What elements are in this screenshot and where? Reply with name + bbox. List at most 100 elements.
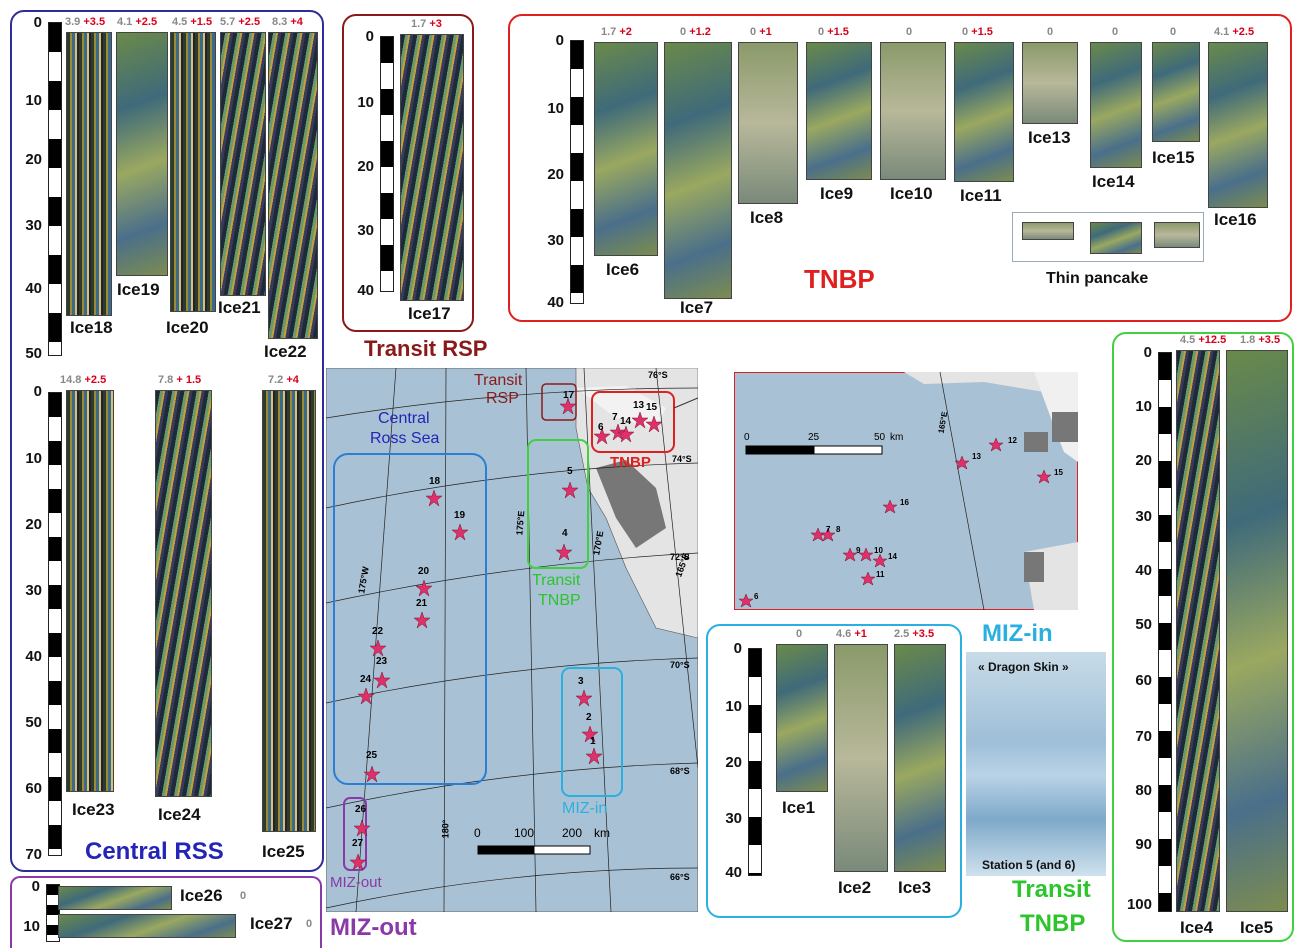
station-label: 27	[352, 838, 364, 849]
lat-label: 66°S	[670, 872, 690, 882]
tick: 70	[25, 846, 42, 863]
core-header: 0 +1.5	[962, 26, 993, 38]
thin-pancake-sample	[1022, 222, 1074, 240]
tick: 0	[365, 28, 374, 45]
core-header: 4.1 +2.5	[1214, 26, 1255, 38]
station-label: 4	[562, 528, 568, 539]
tick: 50	[25, 714, 42, 731]
station-label: 25	[366, 750, 378, 761]
core-label-ice9: Ice9	[820, 184, 854, 203]
core-ice20	[170, 32, 216, 312]
lat-label: 76°S	[648, 370, 668, 380]
core-ice15	[1152, 42, 1200, 142]
station-label: 22	[372, 626, 384, 637]
station-label: 20	[418, 566, 430, 577]
core-header: 0 +1.5	[818, 26, 849, 38]
inset-scale-label: km	[890, 432, 904, 443]
core-label-ice2: Ice2	[838, 878, 872, 897]
core-label-ice26: Ice26	[180, 886, 223, 905]
core-label-ice25: Ice25	[262, 842, 305, 861]
map-label: RSP	[486, 390, 519, 407]
core-label-ice8: Ice8	[750, 208, 784, 227]
tick: 40	[725, 864, 742, 881]
transit-tnbp-scalebar	[1158, 352, 1172, 912]
map-label: Transit	[532, 572, 581, 589]
inset-station: 15	[1054, 468, 1063, 477]
core-header: 0	[240, 890, 247, 902]
core-ice19	[116, 32, 168, 276]
tick: 30	[25, 582, 42, 599]
core-header: 7.8 + 1.5	[158, 374, 202, 386]
inset-station: 7	[826, 525, 831, 534]
lon-label: 180°	[440, 819, 451, 839]
core-label-ice3: Ice3	[898, 878, 932, 897]
core-ice7	[664, 42, 732, 299]
inset-station: 13	[972, 452, 981, 461]
station-label: 17	[563, 390, 575, 401]
core-ice17	[400, 34, 464, 301]
core-header: 0	[906, 26, 913, 38]
core-ice22	[268, 32, 318, 339]
tick: 0	[733, 640, 742, 657]
dragon-skin-photo	[966, 652, 1106, 876]
map-label: Ross Sea	[370, 430, 440, 447]
tick: 20	[1135, 452, 1152, 469]
tick: 50	[25, 345, 42, 362]
lat-label: 72°S	[670, 552, 690, 562]
station-label: 6	[598, 422, 604, 433]
core-ice3	[894, 644, 946, 872]
transit-tnbp-label-2: TNBP	[1020, 910, 1086, 937]
core-header: 0	[1112, 26, 1119, 38]
tick: 80	[1135, 782, 1152, 799]
map-scale-label: 100	[514, 826, 535, 840]
ross-sea-map	[326, 368, 698, 912]
photo-title: « Dragon Skin »	[978, 660, 1069, 674]
tnbp-scalebar	[570, 40, 584, 304]
map-scale-label: 200	[562, 826, 583, 840]
thin-pancake-box	[1012, 212, 1204, 262]
core-header: 4.6 +1	[836, 628, 867, 640]
tick: 40	[357, 282, 374, 299]
core-header: 4.5 +1.5	[172, 16, 213, 28]
inset-station: 14	[888, 552, 897, 561]
core-label-ice18: Ice18	[70, 318, 113, 337]
tick: 0	[31, 878, 40, 895]
map-scale-label: 0	[474, 826, 481, 840]
station-label: 19	[454, 510, 466, 521]
core-header: 1.7 +2	[601, 26, 632, 38]
core-ice23	[66, 390, 114, 792]
tick: 10	[1135, 398, 1152, 415]
core-label-ice21: Ice21	[218, 298, 261, 317]
lat-label: 68°S	[670, 766, 690, 776]
map-label: MIZ-out	[330, 874, 382, 891]
central-rss-label: Central RSS	[85, 838, 224, 865]
inset-scale-label: 50	[874, 432, 886, 443]
central-rss-box	[10, 10, 324, 872]
map-label: TNBP	[538, 592, 581, 609]
inset-station: 8	[836, 525, 841, 534]
tnbp-inset-map	[734, 372, 1078, 610]
map-label: Central	[378, 410, 430, 427]
core-header: 7.2 +4	[268, 374, 299, 386]
tick: 40	[547, 294, 564, 311]
tick: 20	[25, 516, 42, 533]
miz-out-box	[10, 876, 322, 948]
tick: 0	[1143, 344, 1152, 361]
core-label-ice13: Ice13	[1028, 128, 1071, 147]
core-label-ice20: Ice20	[166, 318, 209, 337]
station-label: 7	[612, 412, 618, 423]
tick: 30	[547, 232, 564, 249]
core-header: 8.3 +4	[272, 16, 303, 28]
station-label: 2	[586, 712, 592, 723]
tick: 40	[25, 280, 42, 297]
tick: 10	[25, 450, 42, 467]
tick: 30	[357, 222, 374, 239]
core-label-ice22: Ice22	[264, 342, 307, 361]
core-label-ice7: Ice7	[680, 298, 714, 317]
inset-station: 11	[876, 570, 885, 579]
core-header: 14.8 +2.5	[60, 374, 107, 386]
transit-rsp-label: Transit RSP	[364, 336, 488, 361]
core-label-ice5: Ice5	[1240, 918, 1274, 937]
core-ice14	[1090, 42, 1142, 168]
core-ice13	[1022, 42, 1078, 124]
